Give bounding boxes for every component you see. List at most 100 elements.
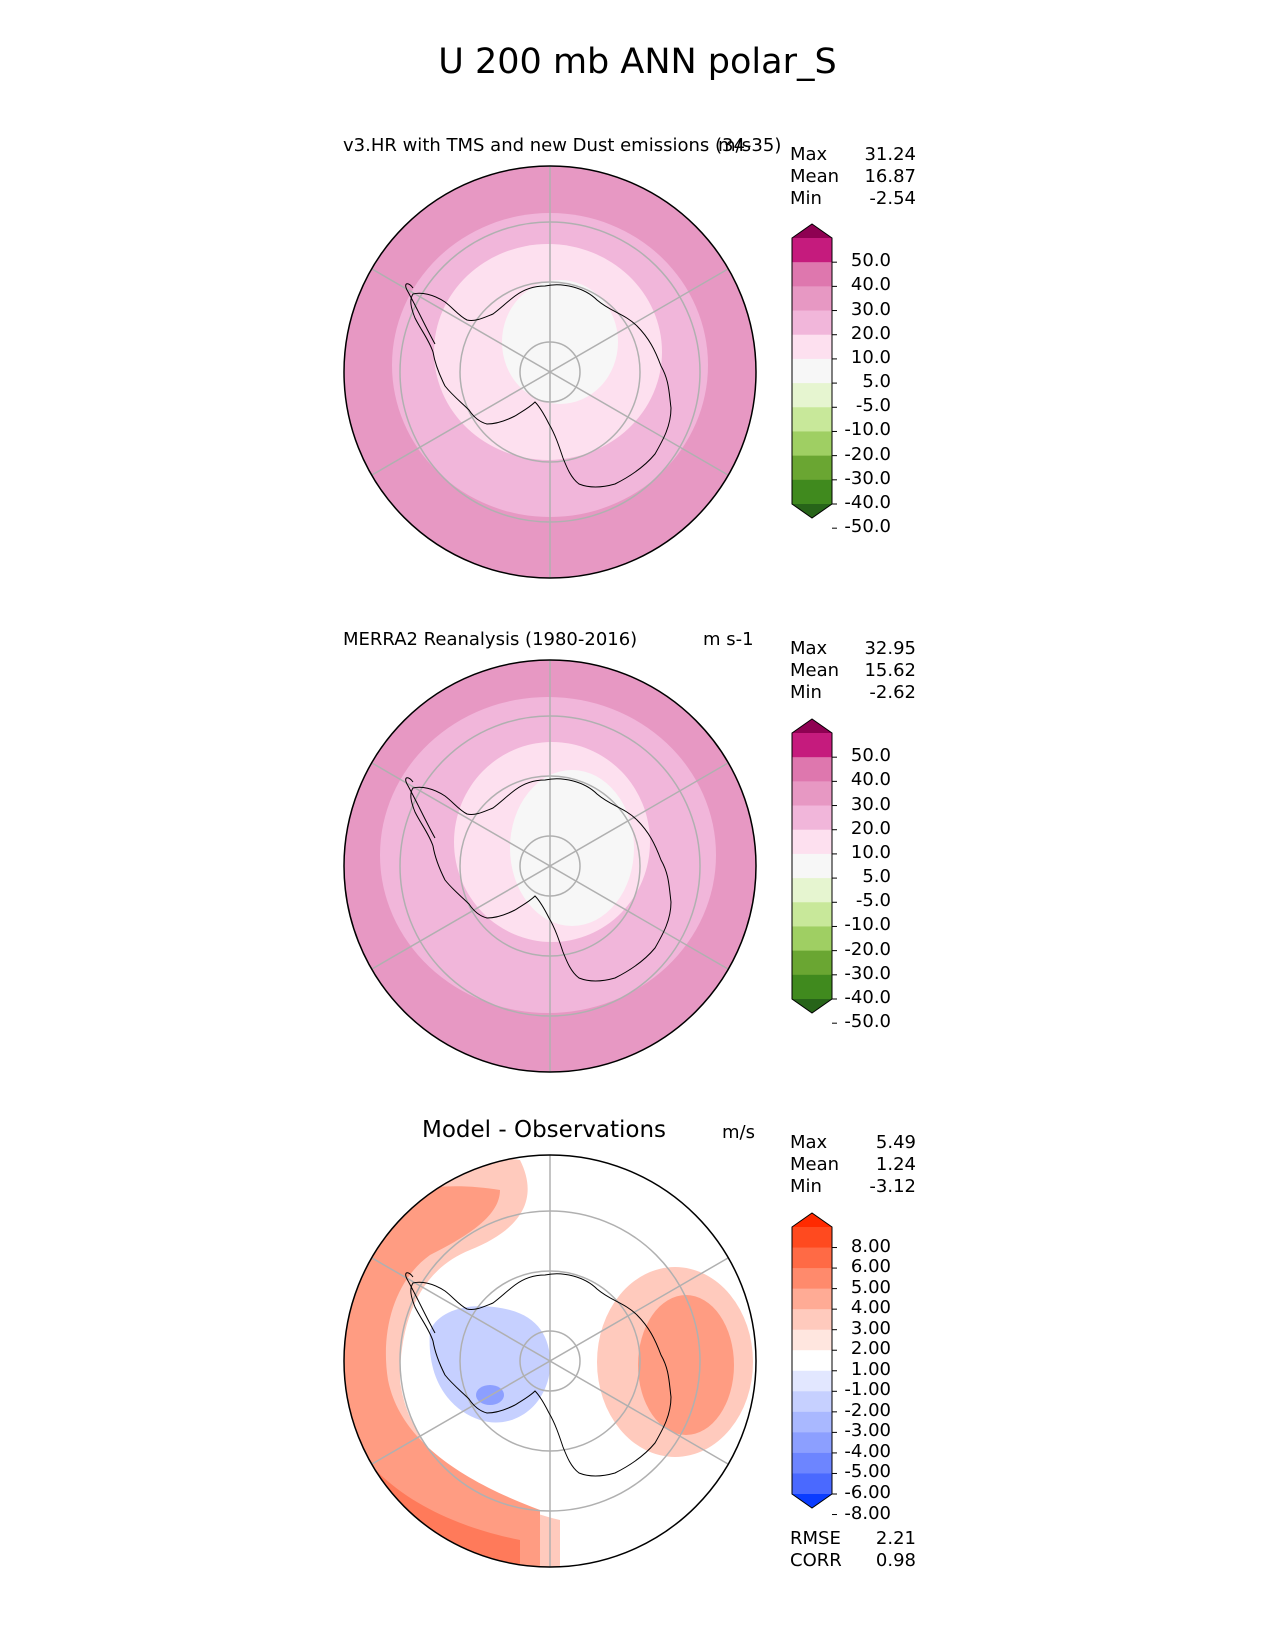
- panel-3-rmse-value: 2.21: [875, 1528, 916, 1549]
- panel-2-colorbar-segment: [792, 781, 832, 807]
- panel-2-colorbar-label: -5.0: [855, 890, 891, 912]
- panel-3-colorbar-label: -5.00: [844, 1461, 891, 1483]
- panel-3-max-label: Max: [790, 1132, 828, 1153]
- panel-3-colorbar-extend-max: [792, 1213, 832, 1227]
- panel-2-colorbar-label: 20.0: [850, 817, 891, 839]
- panel-1-colorbar-label: 40.0: [850, 274, 891, 296]
- panel-1-field-neg5-5: [502, 280, 618, 404]
- panel-3-colorbar-label: -2.00: [844, 1399, 891, 1421]
- panel-3-colorbar-segment: [792, 1309, 832, 1331]
- panel-3-colorbar-segment: [792, 1370, 832, 1392]
- panel-3-corr-value: 0.98: [875, 1550, 916, 1571]
- panel-2-map: [343, 659, 757, 1073]
- panel-2-colorbar-segment: [792, 757, 832, 782]
- panel-1-colorbar-label: -50.0: [844, 516, 891, 538]
- panel-2-mean-value: 15.62: [864, 660, 916, 681]
- panel-2-field-neg5-5: [510, 770, 634, 926]
- panel-3-colorbar-segment: [792, 1452, 832, 1475]
- panel-3-max-value: 5.49: [875, 1132, 916, 1153]
- panel-1-colorbar-label: 5.0: [862, 371, 891, 393]
- panel-3-colorbar-label: 8.00: [850, 1235, 891, 1257]
- panel-1-colorbar-label: 50.0: [850, 250, 891, 272]
- panel-2-colorbar-extend-min: [792, 999, 832, 1013]
- panel-1-min-label: Min: [790, 188, 822, 209]
- panel-3-colorbar-label: -4.00: [844, 1440, 891, 1462]
- panel-2-colorbar-segment: [792, 974, 832, 1000]
- panel-3-field-east-pos-2-3: [638, 1295, 734, 1435]
- panel-3-colorbar-label: 3.00: [850, 1317, 891, 1339]
- panel-3-colorbar-label: -3.00: [844, 1420, 891, 1442]
- panel-3-field-pos-3-4: [344, 1186, 540, 1567]
- panel-1-min-value: -2.54: [869, 188, 916, 209]
- panel-3-corr-label: CORR: [790, 1550, 842, 1571]
- panel-2-min-label: Min: [790, 682, 822, 703]
- panel-1-colorbar-label: -10.0: [844, 419, 891, 441]
- panel-3-mean-label: Mean: [790, 1154, 840, 1175]
- panel-1-colorbar-label: -40.0: [844, 492, 891, 513]
- panel-3-units: m/s: [722, 1122, 755, 1143]
- panel-2-colorbar-label: -20.0: [844, 938, 891, 960]
- panel-2-colorbar-label: 50.0: [850, 745, 891, 767]
- panel-3-rmse-label: RMSE: [790, 1528, 841, 1549]
- panel-2-colorbar-label: 30.0: [850, 793, 891, 815]
- panel-1-title: v3.HR with TMS and new Dust emissions (3…: [343, 135, 782, 156]
- panel-1-colorbar-extend-max: [792, 224, 832, 238]
- panel-3-colorbar-label: 1.00: [850, 1358, 891, 1380]
- panel-1-colorbar-segment: [792, 334, 832, 360]
- panel-1-colorbar-segment: [792, 407, 832, 433]
- panel-1-colorbar-segment: [792, 358, 832, 384]
- panel-2-colorbar-label: 5.0: [862, 866, 891, 888]
- panel-3-field-neg-1-3: [429, 1306, 551, 1423]
- panel-3-min-value: -3.12: [869, 1176, 916, 1197]
- panel-1-colorbar-segment: [792, 238, 832, 263]
- panel-3-colorbar-segment: [792, 1329, 832, 1351]
- figure-title: U 200 mb ANN polar_S: [438, 42, 837, 82]
- panel-3-colorbar-segment: [792, 1473, 832, 1495]
- panel-3-colorbar-segment: [792, 1432, 832, 1454]
- panel-2-colorbar-segment: [792, 733, 832, 758]
- panel-1-colorbar-segment: [792, 286, 832, 312]
- panel-2-max-value: 32.95: [864, 638, 916, 659]
- panel-3-mean-value: 1.24: [875, 1154, 916, 1175]
- panel-2-colorbar-extend-max: [792, 719, 832, 733]
- panel-2-colorbar-label: -50.0: [844, 1011, 891, 1033]
- panel-2-colorbar-segment: [792, 926, 832, 952]
- panel-2-colorbar-segment: [792, 902, 832, 928]
- panel-1-mean-value: 16.87: [864, 166, 916, 187]
- panel-1-map: [343, 165, 757, 579]
- panel-2-title: MERRA2 Reanalysis (1980-2016): [343, 629, 638, 650]
- panel-3-colorbar-label: -1.00: [844, 1379, 891, 1401]
- panel-2-colorbar-segment: [792, 829, 832, 855]
- panel-1-colorbar-segment: [792, 431, 832, 457]
- panel-2-colorbar-segment: [792, 853, 832, 879]
- panel-1-colorbar-label: -30.0: [844, 467, 891, 489]
- panel-3-colorbar-extend-min: [792, 1494, 832, 1508]
- panel-1-colorbar-label: 30.0: [850, 298, 891, 320]
- panel-1-colorbar-label: -5.0: [855, 395, 891, 417]
- panel-3-colorbar-label: 6.00: [850, 1256, 891, 1278]
- panel-3-title: Model - Observations: [422, 1117, 667, 1143]
- panel-1-colorbar-segment: [792, 479, 832, 505]
- panel-2-colorbar-label: -10.0: [844, 914, 891, 936]
- panel-3-colorbar-segment: [792, 1288, 832, 1310]
- panel-1-mean-label: Mean: [790, 166, 840, 187]
- panel-2-max-label: Max: [790, 638, 828, 659]
- panel-1-colorbar-label: 20.0: [850, 322, 891, 344]
- panel-1-colorbar-extend-min: [792, 504, 832, 518]
- panel-1-units: m/s: [718, 135, 751, 156]
- panel-2-mean-label: Mean: [790, 660, 840, 681]
- panel-1-colorbar-label: 10.0: [850, 346, 891, 368]
- panel-3-colorbar-label: 5.00: [850, 1276, 891, 1298]
- panel-1-colorbar-segment: [792, 455, 832, 481]
- panel-1-colorbar-label: -20.0: [844, 443, 891, 465]
- panel-2-colorbar-segment: [792, 805, 832, 831]
- panel-2-colorbar-label: 40.0: [850, 769, 891, 791]
- panel-2-min-value: -2.62: [869, 682, 916, 703]
- panel-3-colorbar-label: -6.00: [844, 1482, 891, 1503]
- panel-3-colorbar-label: 2.00: [850, 1338, 891, 1360]
- panel-2-colorbar-segment: [792, 950, 832, 976]
- panel-3-colorbar-segment: [792, 1411, 832, 1433]
- panel-3-colorbar-segment: [792, 1268, 832, 1290]
- panel-3-colorbar-segment: [792, 1227, 832, 1249]
